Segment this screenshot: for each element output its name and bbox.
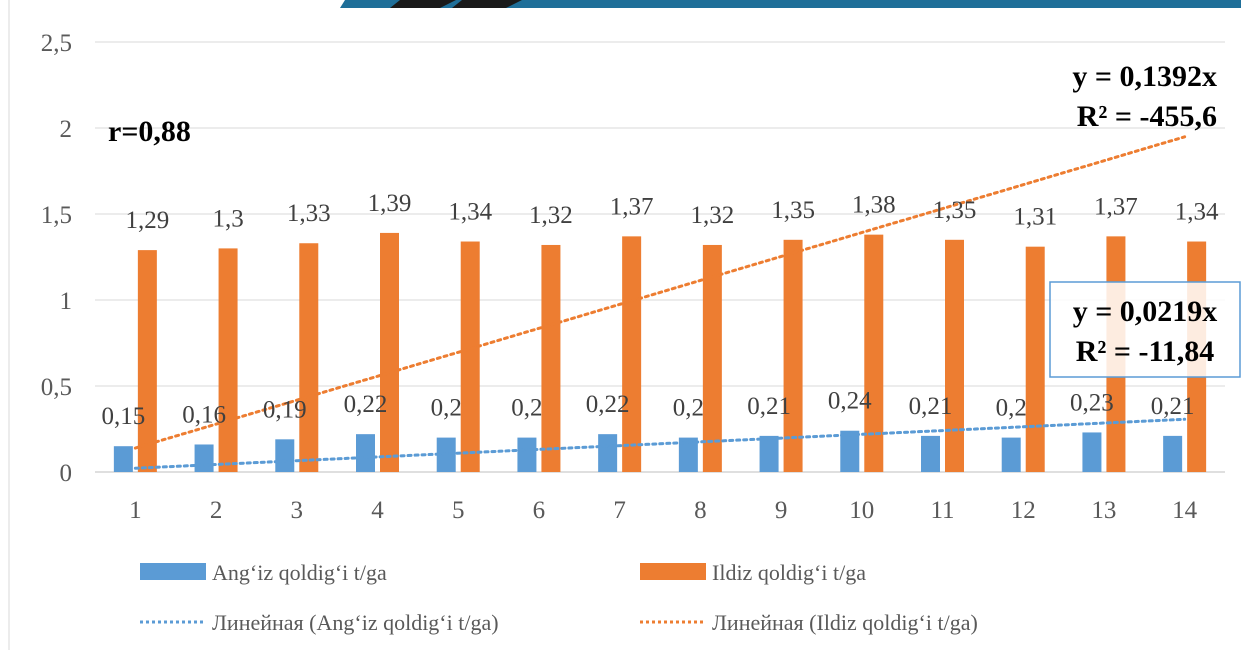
data-label: 1,38 — [852, 192, 896, 219]
legend-label-orange: Ildiz qoldig‘i t/ga — [712, 560, 866, 585]
bar — [840, 430, 860, 472]
x-axis-ticks: 1 2 3 4 5 6 7 8 9 10 11 12 13 14 — [129, 497, 1198, 524]
data-label: 1,34 — [448, 199, 492, 226]
data-label: 1,29 — [125, 207, 169, 234]
bar — [1082, 432, 1102, 472]
data-label: 1,32 — [529, 202, 573, 229]
bar — [380, 232, 399, 472]
orange-trend-r2: R² = -455,6 — [1077, 100, 1217, 133]
data-label: 1,32 — [690, 202, 734, 229]
legend-trend-label-orange: Линейная (Ildiz qoldig‘i t/ga) — [712, 610, 978, 635]
r-annotation: r=0,88 — [108, 115, 191, 148]
bar — [921, 435, 940, 472]
data-label: 0,16 — [182, 401, 226, 428]
y-axis-ticks: 0 0,5 1 1,5 2 2,5 — [41, 30, 72, 487]
x-tick-label: 6 — [533, 497, 546, 524]
bar — [598, 434, 618, 472]
bar — [945, 239, 964, 472]
y-tick-label: 1,5 — [41, 202, 72, 229]
x-tick-label: 10 — [849, 497, 874, 524]
data-label: 1,3 — [212, 205, 243, 232]
trendline — [133, 135, 1187, 450]
bar — [137, 250, 157, 472]
data-label: 0,21 — [747, 393, 791, 420]
bar — [194, 444, 214, 472]
bar — [218, 248, 238, 472]
bar — [622, 236, 642, 472]
data-label: 0,19 — [263, 396, 307, 423]
data-label: 1,37 — [1094, 193, 1138, 220]
x-tick-label: 11 — [930, 497, 954, 524]
blue-trend-r2: R² = -11,84 — [1076, 335, 1215, 368]
data-label: 1,34 — [1175, 199, 1219, 226]
bar — [299, 243, 319, 472]
trendlines — [133, 135, 1187, 470]
data-label: 0,22 — [586, 391, 630, 418]
y-tick-label: 2 — [60, 116, 73, 143]
bar — [702, 244, 722, 472]
x-tick-label: 13 — [1091, 497, 1116, 524]
blue-trend-equation: y = 0,0219x — [1073, 295, 1218, 328]
legend-trend-label-blue: Линейная (Ang‘iz qoldig‘i t/ga) — [212, 610, 499, 635]
x-tick-label: 2 — [210, 497, 223, 524]
bar — [864, 234, 884, 472]
bar — [541, 244, 561, 472]
data-label: 1,37 — [610, 193, 654, 220]
x-tick-label: 12 — [1011, 497, 1036, 524]
trendline — [133, 417, 1187, 470]
x-tick-label: 8 — [694, 497, 707, 524]
y-tick-label: 2,5 — [41, 30, 72, 57]
y-tick-label: 0,5 — [41, 374, 72, 401]
x-tick-label: 1 — [129, 497, 142, 524]
data-label: 1,35 — [933, 197, 977, 224]
bar — [113, 446, 133, 472]
data-label: 1,31 — [1013, 204, 1057, 231]
header-banner — [340, 0, 1241, 8]
bar — [678, 437, 698, 472]
legend-swatch-orange — [640, 563, 706, 580]
data-label: 1,39 — [368, 190, 412, 217]
data-label: 0,23 — [1070, 389, 1114, 416]
data-label: 0,21 — [1151, 393, 1195, 420]
bars — [113, 232, 1207, 472]
x-tick-label: 5 — [452, 497, 465, 524]
bar — [460, 241, 480, 472]
data-label: 0,22 — [344, 391, 388, 418]
bar — [275, 439, 295, 472]
bar — [1001, 437, 1021, 472]
x-tick-label: 3 — [291, 497, 304, 524]
bar — [356, 434, 375, 472]
data-label: 0,24 — [828, 388, 872, 415]
data-label: 0,2 — [431, 395, 462, 422]
data-label: 1,35 — [771, 197, 815, 224]
bar — [1025, 246, 1045, 472]
data-label: 0,2 — [673, 395, 704, 422]
blue-trend-label-box — [1049, 281, 1241, 378]
y-tick-label: 1 — [60, 288, 73, 315]
y-tick-label: 0 — [60, 460, 73, 487]
data-label: 1,33 — [287, 200, 331, 227]
x-tick-label: 14 — [1172, 497, 1198, 524]
x-tick-label: 4 — [371, 497, 384, 524]
bar — [1163, 435, 1183, 472]
legend-label-blue: Ang‘iz qoldig‘i t/ga — [212, 560, 387, 585]
bar — [517, 437, 537, 472]
bar — [783, 239, 803, 472]
data-labels: 0,15 0,16 0,19 0,22 0,2 0,2 0,22 0,2 0,21 0,24 0,2… — [101, 190, 1219, 430]
data-label: 0,15 — [101, 403, 145, 430]
data-label: 0,21 — [909, 393, 953, 420]
x-tick-label: 7 — [613, 497, 626, 524]
bar — [759, 435, 779, 472]
legend: Ang‘iz qoldig‘i t/ga Ildiz qoldig‘i t/ga… — [140, 560, 978, 635]
x-tick-label: 9 — [775, 497, 788, 524]
data-label: 0,2 — [996, 395, 1027, 422]
data-label: 0,2 — [511, 395, 542, 422]
orange-trend-equation: y = 0,1392x — [1072, 60, 1217, 93]
legend-swatch-blue — [140, 563, 206, 580]
